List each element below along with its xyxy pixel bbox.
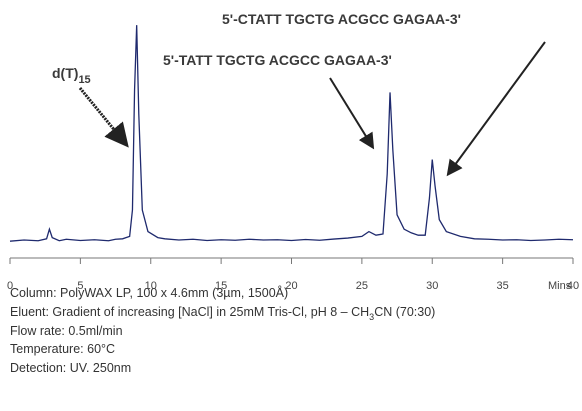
note-text: CN (70:30)	[374, 305, 435, 319]
x-axis-label: Mins	[548, 280, 572, 292]
x-tick-label: 40	[567, 280, 579, 292]
annotation-text: d(T)	[52, 65, 78, 81]
note-subscript: 3	[369, 312, 374, 322]
annotation-subscript: 15	[78, 74, 90, 86]
annotation: 5'-CTATT TGCTG ACGCC GAGAA-3'	[222, 11, 461, 27]
annotation: 5'-TATT TGCTG ACGCC GAGAA-3'	[163, 52, 392, 68]
annotation: d(T)15	[52, 65, 91, 86]
x-tick-label: 35	[497, 280, 509, 292]
x-tick-label: 30	[426, 280, 438, 292]
note: Flow rate: 0.5ml/min	[10, 324, 123, 338]
arrow	[446, 41, 546, 177]
note-text: Eluent: Gradient of increasing [NaCl] in…	[10, 305, 369, 319]
note: Eluent: Gradient of increasing [NaCl] in…	[10, 305, 435, 322]
arrow	[78, 87, 129, 148]
note: Column: PolyWAX LP, 100 x 4.6mm (3µm, 15…	[10, 285, 288, 300]
arrow	[329, 77, 375, 150]
x-tick-label: 5	[77, 280, 83, 292]
x-tick-label: 20	[285, 280, 297, 292]
x-tick-label: 10	[145, 280, 157, 292]
series-line	[9, 25, 574, 242]
x-tick-label: 0	[7, 280, 13, 292]
x-tick-label: 25	[356, 280, 368, 292]
note: Temperature: 60°C	[10, 342, 115, 356]
x-tick-label: 15	[215, 280, 227, 292]
note: Detection: UV. 250nm	[10, 361, 131, 375]
